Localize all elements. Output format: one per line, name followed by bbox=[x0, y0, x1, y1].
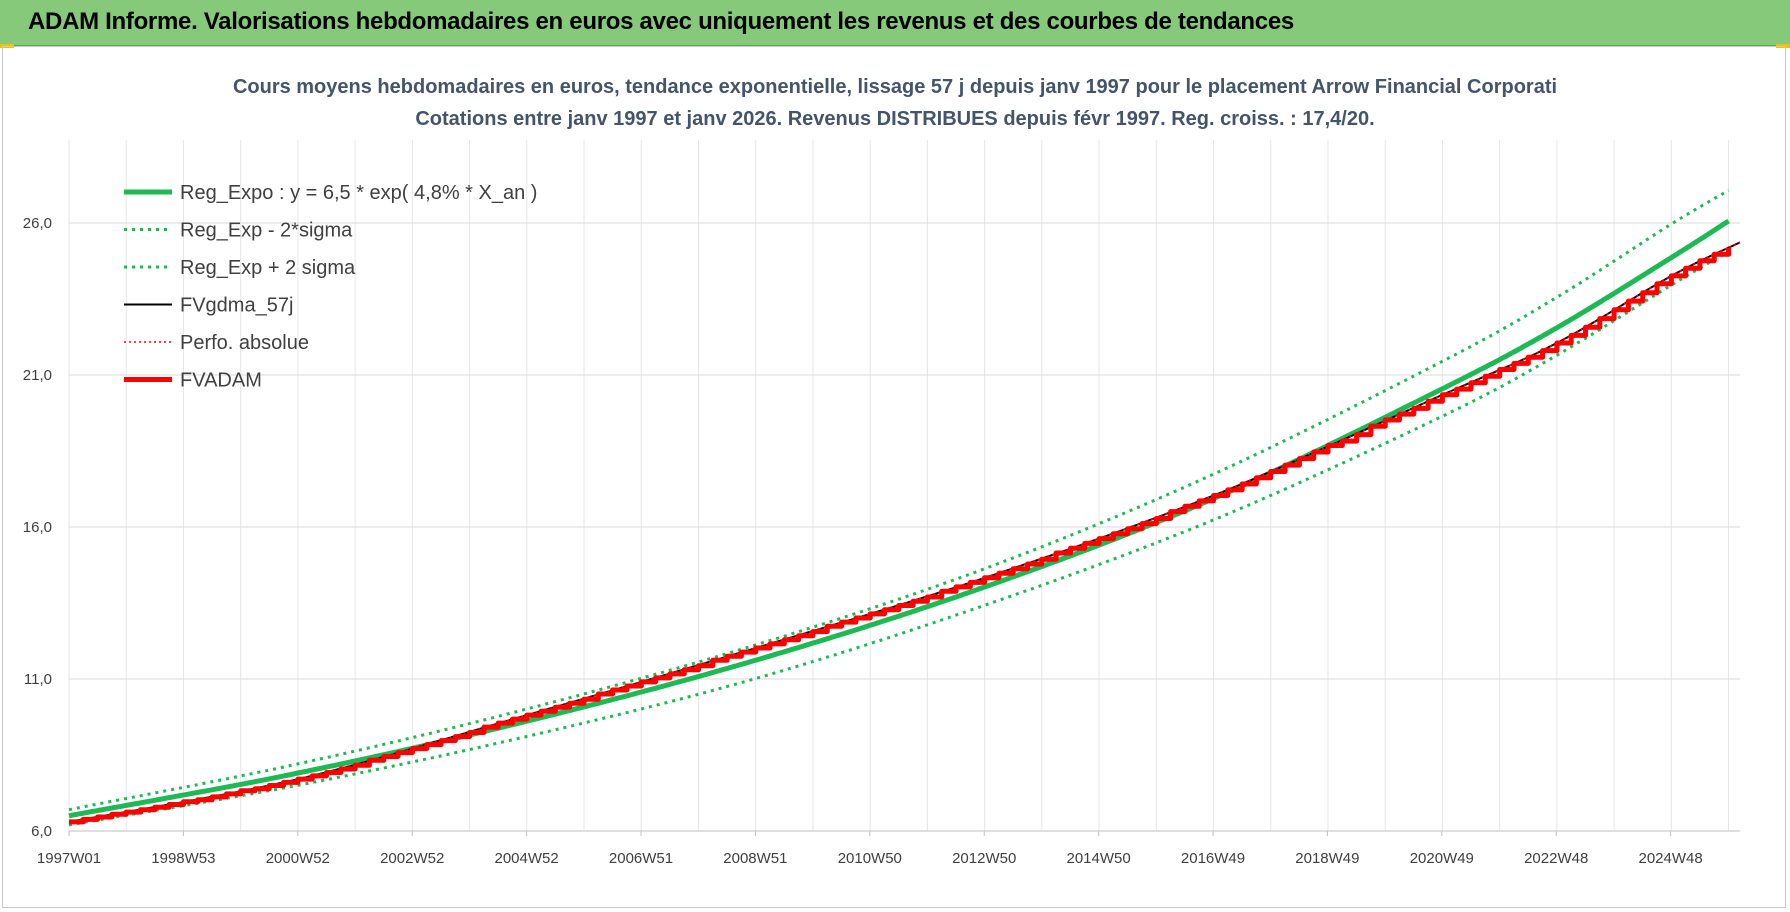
chart-frame bbox=[2, 46, 1786, 908]
y-tick-label: 26,0 bbox=[23, 215, 52, 232]
legend-label: Reg_Expo : y = 6,5 * exp( 4,8% * X_an ) bbox=[180, 182, 537, 204]
report-banner: ADAM Informe. Valorisations hebdomadaire… bbox=[0, 0, 1790, 46]
x-tick-label: 2012W50 bbox=[952, 850, 1016, 867]
chart-title: Cours moyens hebdomadaires en euros, ten… bbox=[233, 76, 1557, 98]
x-tick-label: 2018W49 bbox=[1295, 850, 1359, 867]
report-title: ADAM Informe. Valorisations hebdomadaire… bbox=[28, 8, 1294, 35]
series-line-5 bbox=[68, 241, 1741, 823]
grid bbox=[68, 140, 1740, 832]
x-tick-label: 2002W52 bbox=[380, 850, 444, 867]
legend-label: Perfo. absolue bbox=[180, 332, 309, 354]
chart-subtitle: Cotations entre janv 1997 et janv 2026. … bbox=[415, 108, 1374, 130]
x-tick-label: 2024W48 bbox=[1638, 850, 1702, 867]
x-tick-label: 2000W52 bbox=[266, 850, 330, 867]
series-line-3 bbox=[68, 189, 1730, 812]
legend-label: Reg_Exp + 2 sigma bbox=[180, 257, 356, 279]
x-tick-label: 2010W50 bbox=[838, 850, 902, 867]
y-tick-label: 11,0 bbox=[24, 671, 52, 688]
x-tick-label: 2004W52 bbox=[494, 850, 558, 867]
legend-label: FVADAM bbox=[180, 370, 262, 392]
x-tick-label: 1998W53 bbox=[151, 850, 215, 867]
series-line-6 bbox=[69, 247, 1732, 825]
x-tick-label: 2008W51 bbox=[723, 850, 787, 867]
y-tick-label: 21,0 bbox=[23, 367, 52, 384]
x-tick-label: 2016W49 bbox=[1181, 850, 1245, 867]
series-line-2 bbox=[68, 250, 1730, 827]
x-tick-label: 2022W48 bbox=[1524, 850, 1588, 867]
x-tick-label: 1997W01 bbox=[37, 850, 101, 867]
series-group bbox=[68, 189, 1741, 827]
x-tick-label: 2020W49 bbox=[1410, 850, 1474, 867]
x-tick-label: 2014W50 bbox=[1066, 850, 1130, 867]
series-line-4 bbox=[68, 241, 1741, 823]
y-tick-label: 16,0 bbox=[23, 519, 52, 536]
legend-label: Reg_Exp - 2*sigma bbox=[180, 220, 353, 242]
axes: 6,0 11,0 16,0 21,0 26,0 1997W01 1998W53 2000W52… bbox=[23, 215, 1740, 867]
y-tick-label: 6,0 bbox=[31, 823, 52, 840]
legend-label: FVgdma_57j bbox=[180, 295, 293, 317]
x-tick-label: 2006W51 bbox=[609, 850, 673, 867]
legend: Reg_Expo : y = 6,5 * exp( 4,8% * X_an ) R… bbox=[124, 182, 537, 392]
series-line-1 bbox=[68, 218, 1731, 819]
